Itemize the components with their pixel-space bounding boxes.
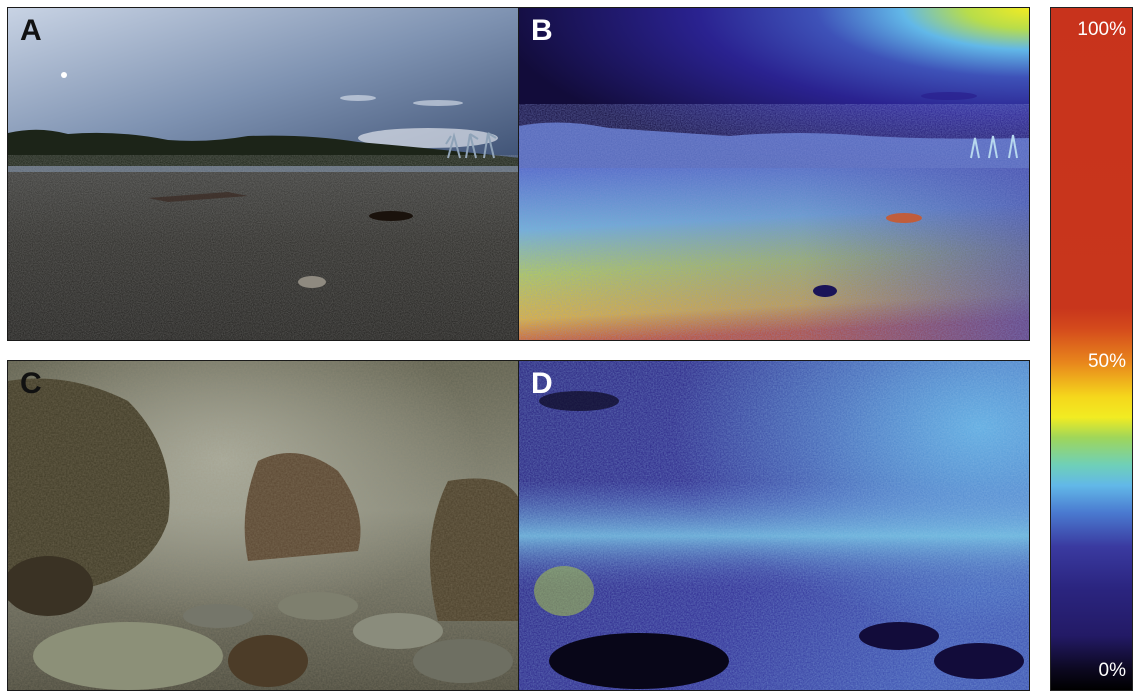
photo-panel-a: A xyxy=(7,7,519,341)
colorbar-mid-label: 50% xyxy=(1087,351,1126,372)
heatmap-panel-b: B xyxy=(518,7,1030,341)
panel-label-a: A xyxy=(20,14,42,47)
underwater-heatmap xyxy=(519,361,1029,690)
panel-label-b: B xyxy=(531,14,553,47)
heatmap-panel-d: D xyxy=(518,360,1030,691)
colorbar-bottom-label: 0% xyxy=(1098,660,1126,681)
beach-photo xyxy=(8,8,518,340)
beach-heatmap xyxy=(519,8,1029,340)
panel-label-d: D xyxy=(531,367,553,400)
colorbar: 100% 50% 0% xyxy=(1050,7,1133,691)
colorbar-top-label: 100% xyxy=(1077,19,1126,40)
underwater-photo xyxy=(8,361,518,690)
photo-panel-c: C xyxy=(7,360,519,691)
panel-label-c: C xyxy=(20,367,42,400)
